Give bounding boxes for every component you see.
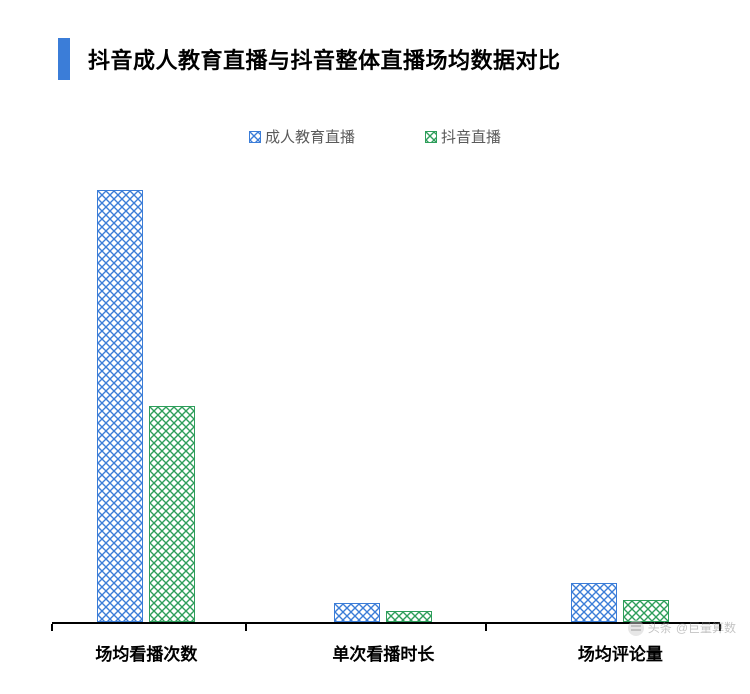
- legend-swatch-1: [249, 131, 261, 143]
- x-axis-tick: [245, 624, 247, 631]
- bar-group: [334, 603, 432, 622]
- x-axis-label: 场均评论量: [578, 640, 663, 665]
- legend: 成人教育直播 抖音直播: [0, 126, 750, 147]
- x-axis-tick: [51, 624, 53, 631]
- chart-area: [52, 190, 720, 622]
- watermark-icon: [628, 620, 644, 636]
- title-row: 抖音成人教育直播与抖音整体直播场均数据对比: [0, 0, 750, 80]
- watermark-prefix: 头条: [648, 619, 672, 636]
- bar-group: [571, 583, 669, 622]
- plot-region: [80, 190, 712, 622]
- bar-group: [97, 190, 195, 622]
- bar: [334, 603, 380, 622]
- bar: [149, 406, 195, 622]
- legend-item-series-1: 成人教育直播: [249, 126, 355, 147]
- x-axis-label: 单次看播时长: [332, 640, 434, 665]
- bar: [97, 190, 143, 622]
- watermark-text: @巨量算数: [676, 619, 736, 636]
- x-axis-tick: [485, 624, 487, 631]
- x-axis-line: [52, 622, 720, 624]
- chart-title: 抖音成人教育直播与抖音整体直播场均数据对比: [88, 43, 561, 75]
- x-axis-label: 场均看播次数: [95, 640, 197, 665]
- legend-swatch-2: [425, 131, 437, 143]
- legend-label-2: 抖音直播: [441, 126, 501, 147]
- bar: [571, 583, 617, 622]
- title-accent-bar: [58, 38, 70, 80]
- legend-item-series-2: 抖音直播: [425, 126, 501, 147]
- watermark: 头条 @巨量算数: [628, 619, 736, 636]
- bar: [386, 611, 432, 622]
- x-axis-labels: 场均看播次数 单次看播时长 场均评论量: [80, 640, 712, 664]
- legend-label-1: 成人教育直播: [265, 126, 355, 147]
